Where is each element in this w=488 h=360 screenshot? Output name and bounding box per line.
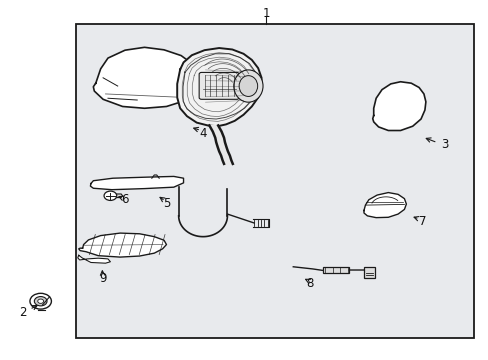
Text: 8: 8 xyxy=(306,278,313,291)
Polygon shape xyxy=(177,48,261,126)
Polygon shape xyxy=(79,233,166,257)
Polygon shape xyxy=(116,194,122,198)
Circle shape xyxy=(30,293,51,309)
Polygon shape xyxy=(372,82,425,131)
Circle shape xyxy=(104,191,117,201)
Polygon shape xyxy=(209,126,232,164)
Text: 9: 9 xyxy=(99,272,106,285)
Bar xyxy=(76,24,473,338)
Text: 5: 5 xyxy=(163,197,170,210)
Text: 1: 1 xyxy=(262,7,270,20)
Bar xyxy=(363,267,374,278)
Bar xyxy=(322,267,348,273)
Text: 6: 6 xyxy=(121,193,128,206)
Polygon shape xyxy=(90,176,183,190)
Polygon shape xyxy=(78,255,110,263)
Ellipse shape xyxy=(233,70,263,102)
FancyBboxPatch shape xyxy=(199,72,239,99)
Ellipse shape xyxy=(239,76,257,96)
Circle shape xyxy=(34,297,47,306)
Text: 2: 2 xyxy=(19,306,26,319)
Text: 4: 4 xyxy=(199,127,206,140)
Polygon shape xyxy=(363,193,406,218)
Text: 7: 7 xyxy=(418,215,426,228)
Circle shape xyxy=(38,299,43,303)
Text: 3: 3 xyxy=(440,138,447,150)
Polygon shape xyxy=(93,47,199,108)
